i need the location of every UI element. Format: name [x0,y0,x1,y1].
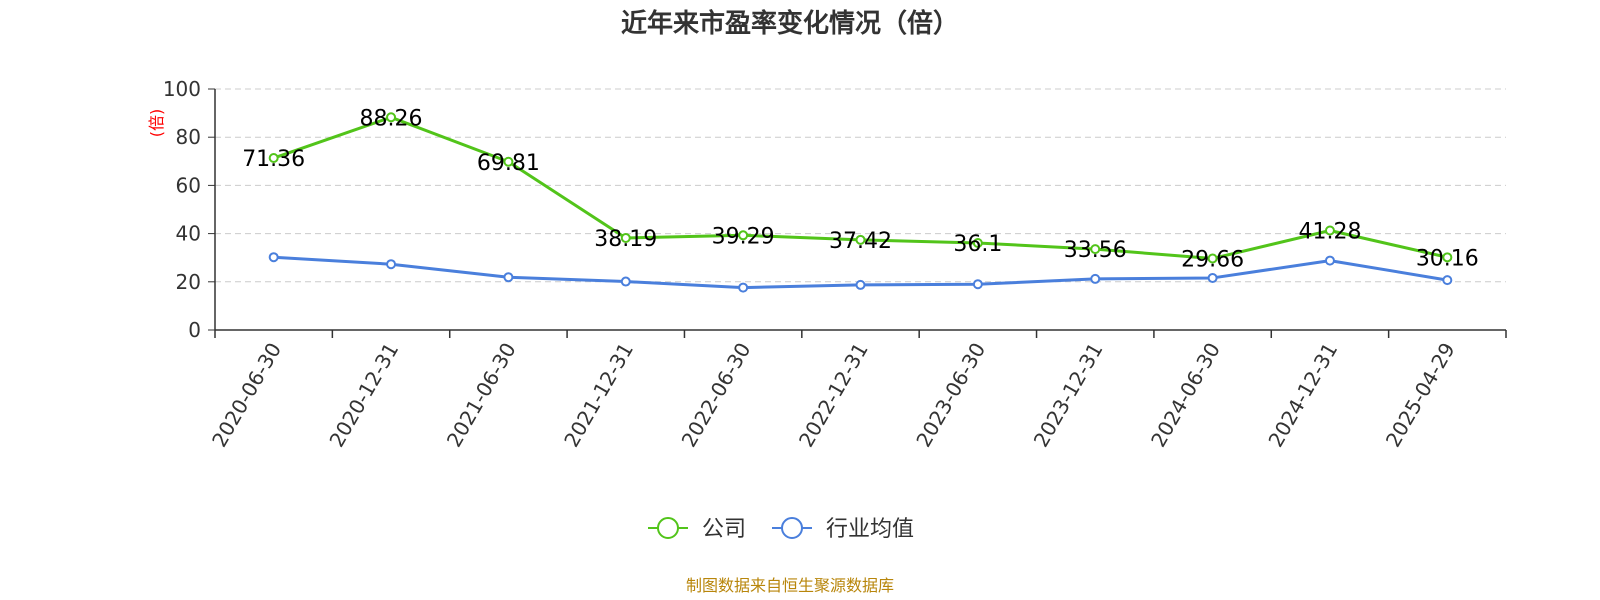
source-note: 制图数据来自恒生聚源数据库 [686,576,894,595]
legend-circle-icon [781,517,803,539]
x-tick-label: 2020-06-30 [207,339,286,452]
data-point[interactable] [972,237,983,248]
data-point[interactable] [503,156,514,167]
data-label: 38.19 [594,227,657,252]
y-axis-label: (倍) [147,109,166,138]
data-label: 71.36 [242,147,305,172]
data-point[interactable] [738,282,749,293]
data-label: 36.1 [953,232,1002,257]
x-tick-label: 2021-12-31 [559,339,638,452]
y-tick-label: 0 [188,318,201,342]
data-label: 37.42 [829,229,892,254]
data-point[interactable] [386,259,397,270]
data-point[interactable] [1207,272,1218,283]
legend-label: 行业均值 [826,517,914,542]
data-point[interactable] [268,153,279,164]
data-label: 69.81 [477,151,540,176]
data-point[interactable] [855,234,866,245]
y-tick-label: 80 [176,125,201,149]
data-label: 29.66 [1181,248,1244,273]
grid-lines [215,88,1506,283]
data-label: 33.56 [1064,238,1127,263]
data-point[interactable] [1207,253,1218,264]
x-tick-label: 2023-06-30 [911,339,990,452]
x-tick-label: 2024-12-31 [1263,339,1342,452]
y-tick-label: 100 [163,77,201,101]
data-point[interactable] [855,279,866,290]
data-point[interactable] [503,272,514,283]
data-point[interactable] [1090,244,1101,255]
legend-item[interactable]: 行业均值 [772,517,914,542]
x-tick-label: 2021-06-30 [442,339,521,452]
x-tick-label: 2023-12-31 [1029,339,1108,452]
x-tick-label: 2024-06-30 [1146,339,1225,452]
data-label: 39.29 [712,224,775,249]
data-point[interactable] [268,252,279,263]
x-tick-label: 2025-04-29 [1381,339,1460,452]
chart-title: 近年来市盈率变化情况（倍） [621,8,959,39]
legend-circle-icon [657,517,679,539]
data-point[interactable] [1442,252,1453,263]
data-point[interactable] [1324,255,1335,266]
x-tick-label: 2022-12-31 [794,339,873,452]
x-tick-label: 2022-06-30 [677,339,756,452]
y-tick-label: 60 [176,173,201,197]
legend-item[interactable]: 公司 [648,517,746,542]
data-point[interactable] [1442,275,1453,286]
data-label: 88.26 [360,106,423,131]
data-point[interactable] [972,279,983,290]
legend[interactable]: 公司 行业均值 [648,517,914,542]
data-label: 30.16 [1416,246,1479,271]
data-point[interactable] [1090,273,1101,284]
series-lines [268,112,1453,293]
data-labels: 71.36 88.26 69.81 38.19 39.29 37.42 36.1 33.56 2… [242,106,1479,272]
x-tick-label: 2020-12-31 [324,338,403,451]
data-label: 41.28 [1298,220,1361,245]
y-tick-label: 40 [176,222,201,246]
data-point[interactable] [620,276,631,287]
data-point[interactable] [738,230,749,241]
legend-label: 公司 [702,517,746,542]
y-tick-label: 20 [176,270,201,294]
data-point[interactable] [620,232,631,243]
data-point[interactable] [1324,225,1335,236]
data-point[interactable] [386,112,397,123]
